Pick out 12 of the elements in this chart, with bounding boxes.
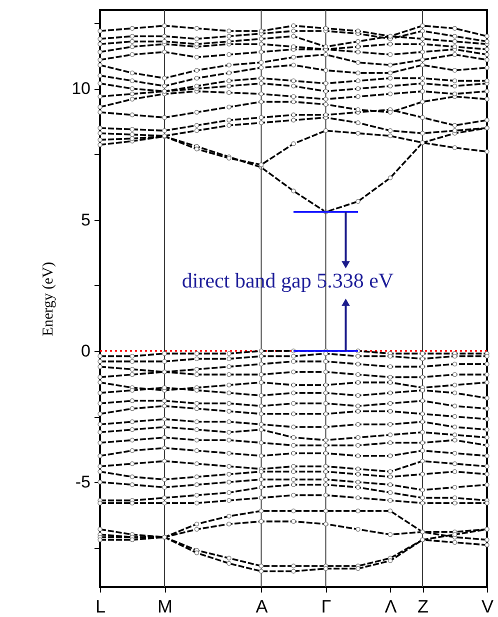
y-tick-label: 5 [81, 210, 90, 230]
x-tick-label: A [256, 596, 268, 616]
x-tick-label: Γ [321, 596, 332, 616]
y-tick-label: 0 [81, 341, 90, 360]
x-tick-label: Z [418, 596, 428, 616]
x-tick-label: M [158, 596, 172, 616]
y-axis-title: Energy (eV) [40, 262, 57, 336]
y-tick-label: 10 [72, 79, 90, 98]
x-tick-label: L [95, 596, 106, 616]
y-tick-label: -5 [75, 472, 90, 492]
x-tick-label: Λ [384, 596, 397, 616]
x-tick-label: V [481, 596, 494, 616]
